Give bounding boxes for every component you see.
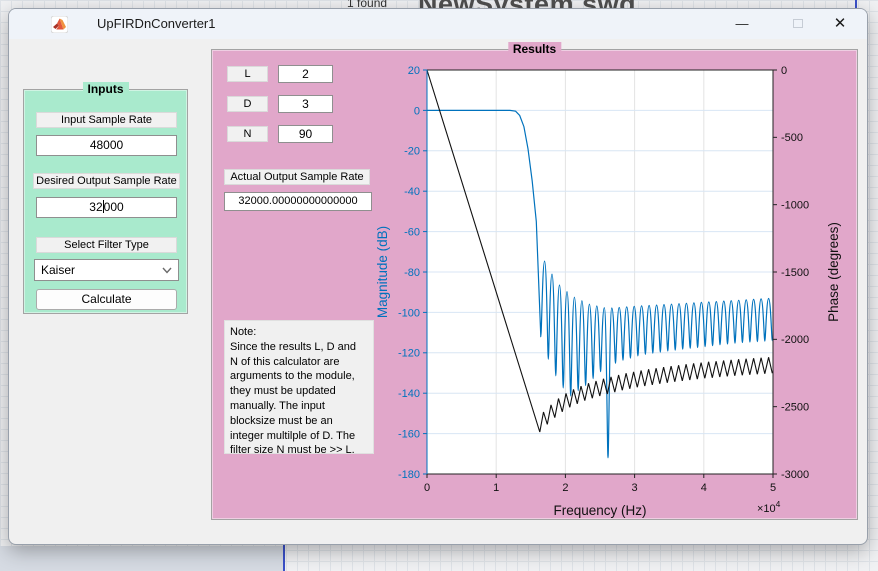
- inputs-panel-title: Inputs: [83, 82, 129, 96]
- L-value-field[interactable]: 2: [278, 65, 333, 83]
- N-value-field[interactable]: 90: [278, 125, 333, 143]
- results-panel: Results L 2 D 3 N 90 Actual Output Sampl…: [211, 49, 858, 520]
- left-tick-label: 0: [414, 105, 420, 117]
- left-tick-label: -80: [404, 267, 420, 279]
- left-tick-label: -120: [398, 348, 420, 360]
- N-label: N: [227, 126, 268, 142]
- window-title: UpFIRDnConverter1: [97, 9, 216, 39]
- x-tick-label: 4: [701, 482, 707, 494]
- field-text: 32: [89, 200, 102, 214]
- desired-output-sample-rate-field[interactable]: 32000: [36, 197, 177, 218]
- results-panel-title: Results: [508, 42, 561, 56]
- x-tick-label: 2: [562, 482, 568, 494]
- plot-svg: 200-20-40-60-80-100-120-140-160-1800-500…: [372, 58, 868, 520]
- right-axis-label: Phase (degrees): [826, 222, 841, 322]
- right-tick-label: -1500: [781, 267, 809, 279]
- left-tick-label: -100: [398, 307, 420, 319]
- title-bar[interactable]: UpFIRDnConverter1 — ✕: [9, 9, 867, 39]
- right-tick-label: -2000: [781, 334, 809, 346]
- right-tick-label: -2500: [781, 402, 809, 414]
- filter-type-selected-value: Kaiser: [41, 263, 75, 277]
- input-sample-rate-field[interactable]: 48000: [36, 135, 177, 156]
- right-tick-label: -3000: [781, 469, 809, 481]
- right-tick-label: 0: [781, 65, 787, 77]
- select-filter-type-label: Select Filter Type: [36, 237, 177, 253]
- field-text: 000: [104, 200, 124, 214]
- x-tick-label: 0: [424, 482, 430, 494]
- canvas-cursor-line-bottom: [283, 545, 285, 571]
- right-tick-label: -1000: [781, 200, 809, 212]
- left-tick-label: -60: [404, 226, 420, 238]
- left-tick-label: -140: [398, 388, 420, 400]
- note-text: Note: Since the results L, D and N of th…: [224, 320, 374, 454]
- filter-type-dropdown[interactable]: Kaiser: [34, 259, 179, 281]
- frequency-response-plot: 200-20-40-60-80-100-120-140-160-1800-500…: [372, 58, 868, 520]
- x-axis-multiplier: ×104: [757, 499, 781, 515]
- chevron-down-icon: [162, 267, 172, 274]
- left-tick-label: -40: [404, 186, 420, 198]
- inputs-panel: Inputs Input Sample Rate 48000 Desired O…: [23, 89, 188, 314]
- upfirdn-converter-window: UpFIRDnConverter1 — ✕ Inputs Input Sampl…: [8, 8, 868, 545]
- left-tick-label: -180: [398, 469, 420, 481]
- x-tick-label: 1: [493, 482, 499, 494]
- actual-output-sample-rate-field[interactable]: 32000.00000000000000: [224, 192, 372, 211]
- x-axis-label: Frequency (Hz): [553, 503, 646, 518]
- input-sample-rate-label: Input Sample Rate: [36, 112, 177, 128]
- minimize-button[interactable]: —: [727, 9, 757, 39]
- x-tick-label: 5: [770, 482, 776, 494]
- maximize-button[interactable]: [783, 9, 813, 39]
- maximize-icon: [793, 19, 803, 28]
- L-label: L: [227, 66, 268, 82]
- left-tick-label: -20: [404, 146, 420, 158]
- left-axis-label: Magnitude (dB): [375, 226, 390, 318]
- left-tick-label: -160: [398, 428, 420, 440]
- close-button[interactable]: ✕: [825, 9, 855, 39]
- left-tick-label: 20: [408, 65, 420, 77]
- D-label: D: [227, 96, 268, 112]
- canvas-bottom-left-area: [0, 546, 283, 571]
- D-value-field[interactable]: 3: [278, 95, 333, 113]
- actual-output-sample-rate-label: Actual Output Sample Rate: [224, 169, 370, 185]
- desired-output-sample-rate-label: Desired Output Sample Rate: [33, 173, 180, 189]
- calculate-button[interactable]: Calculate: [36, 289, 177, 310]
- x-tick-label: 3: [632, 482, 638, 494]
- right-tick-label: -500: [781, 132, 803, 144]
- matlab-app-icon: [51, 16, 68, 33]
